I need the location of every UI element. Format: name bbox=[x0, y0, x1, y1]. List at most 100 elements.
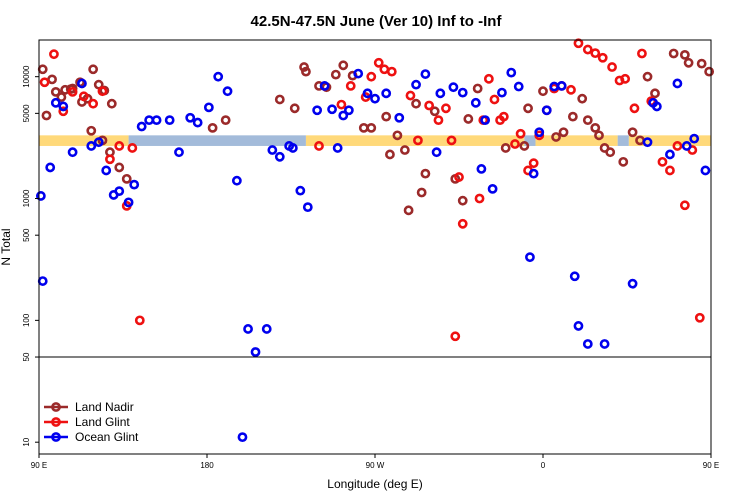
data-point bbox=[136, 121, 147, 132]
series-land-glint bbox=[39, 38, 705, 342]
band-segment bbox=[39, 135, 129, 146]
y-tick-label: 50 bbox=[22, 352, 31, 361]
data-point bbox=[220, 115, 231, 126]
data-point bbox=[700, 165, 711, 176]
y-tick-label: 500 bbox=[22, 228, 31, 242]
data-point bbox=[106, 98, 117, 109]
data-point bbox=[37, 276, 48, 286]
data-point bbox=[37, 64, 48, 75]
data-point bbox=[370, 93, 380, 104]
data-point bbox=[457, 218, 468, 229]
x-tick-label: 90 W bbox=[366, 461, 385, 470]
data-point bbox=[332, 143, 343, 153]
data-point bbox=[358, 122, 369, 133]
data-point bbox=[497, 87, 507, 98]
data-point bbox=[450, 331, 461, 342]
y-axis-title: N Total bbox=[0, 228, 13, 265]
data-point bbox=[345, 81, 356, 91]
data-point bbox=[582, 339, 593, 349]
data-point bbox=[362, 88, 373, 99]
data-point bbox=[599, 339, 610, 349]
chart-title: 42.5N-47.5N June (Ver 10) Inf to -Inf bbox=[251, 13, 503, 30]
data-point bbox=[243, 324, 253, 334]
data-point bbox=[534, 127, 545, 138]
data-point bbox=[295, 185, 306, 196]
data-point bbox=[336, 99, 347, 110]
legend-item: Ocean Glint bbox=[44, 430, 139, 444]
data-point bbox=[287, 143, 298, 153]
sensitivity-band bbox=[39, 135, 711, 146]
data-point bbox=[435, 88, 446, 99]
data-point bbox=[314, 141, 324, 151]
data-point bbox=[480, 115, 491, 126]
data-point bbox=[607, 62, 617, 72]
data-point bbox=[58, 101, 69, 112]
data-point bbox=[651, 101, 662, 112]
data-point bbox=[594, 130, 604, 141]
data-point bbox=[49, 49, 59, 60]
data-point bbox=[472, 83, 483, 94]
data-point bbox=[556, 81, 567, 91]
data-point bbox=[424, 100, 435, 111]
data-point bbox=[301, 66, 311, 77]
data-point bbox=[582, 44, 593, 55]
data-point bbox=[213, 71, 224, 82]
data-point bbox=[392, 130, 403, 141]
data-point bbox=[642, 137, 653, 148]
data-point bbox=[274, 94, 285, 105]
data-point bbox=[489, 94, 500, 105]
data-point bbox=[476, 164, 487, 174]
data-point bbox=[433, 115, 444, 126]
legend-item: Land Glint bbox=[44, 415, 130, 429]
data-point bbox=[515, 128, 526, 139]
data-point bbox=[519, 141, 530, 151]
data-point bbox=[577, 93, 588, 104]
data-point bbox=[144, 115, 155, 126]
data-point bbox=[203, 102, 214, 113]
data-point bbox=[101, 165, 112, 176]
data-point bbox=[381, 111, 392, 122]
data-point bbox=[105, 154, 115, 165]
data-point bbox=[506, 67, 517, 78]
data-point bbox=[114, 186, 125, 197]
data-point bbox=[88, 98, 99, 109]
data-point bbox=[338, 110, 349, 121]
data-point bbox=[114, 141, 125, 151]
data-point bbox=[353, 68, 364, 79]
data-point bbox=[58, 106, 69, 117]
data-point bbox=[679, 200, 690, 211]
data-point bbox=[446, 135, 457, 146]
data-point bbox=[566, 84, 576, 95]
data-point bbox=[67, 86, 78, 97]
data-point bbox=[56, 92, 67, 102]
data-point bbox=[405, 90, 416, 101]
data-point bbox=[394, 112, 405, 123]
data-point bbox=[500, 143, 511, 153]
x-tick-label: 90 E bbox=[31, 461, 47, 470]
data-point bbox=[93, 137, 104, 148]
data-point bbox=[672, 141, 683, 151]
data-point bbox=[97, 86, 108, 97]
data-point bbox=[237, 432, 248, 443]
data-point bbox=[319, 81, 330, 91]
data-point bbox=[77, 78, 87, 89]
x-axis: 90 E 180 90 W 0 90 E bbox=[31, 454, 719, 470]
data-point bbox=[267, 145, 278, 155]
data-point bbox=[668, 48, 679, 59]
x-tick-label: 0 bbox=[541, 461, 546, 470]
band-segment bbox=[617, 135, 629, 146]
legend-label: Land Nadir bbox=[75, 400, 134, 414]
data-point bbox=[510, 139, 520, 149]
data-point bbox=[399, 145, 410, 155]
data-point bbox=[665, 165, 675, 176]
data-point bbox=[629, 103, 640, 114]
data-point bbox=[413, 135, 423, 146]
data-point bbox=[35, 191, 46, 201]
y-axis: 10 50 100 500 1000 5000 10000 bbox=[22, 65, 39, 447]
series-ocean-glint bbox=[35, 67, 711, 443]
data-point bbox=[569, 271, 580, 282]
data-point bbox=[457, 195, 468, 206]
data-point bbox=[330, 69, 341, 80]
data-point bbox=[567, 111, 578, 122]
